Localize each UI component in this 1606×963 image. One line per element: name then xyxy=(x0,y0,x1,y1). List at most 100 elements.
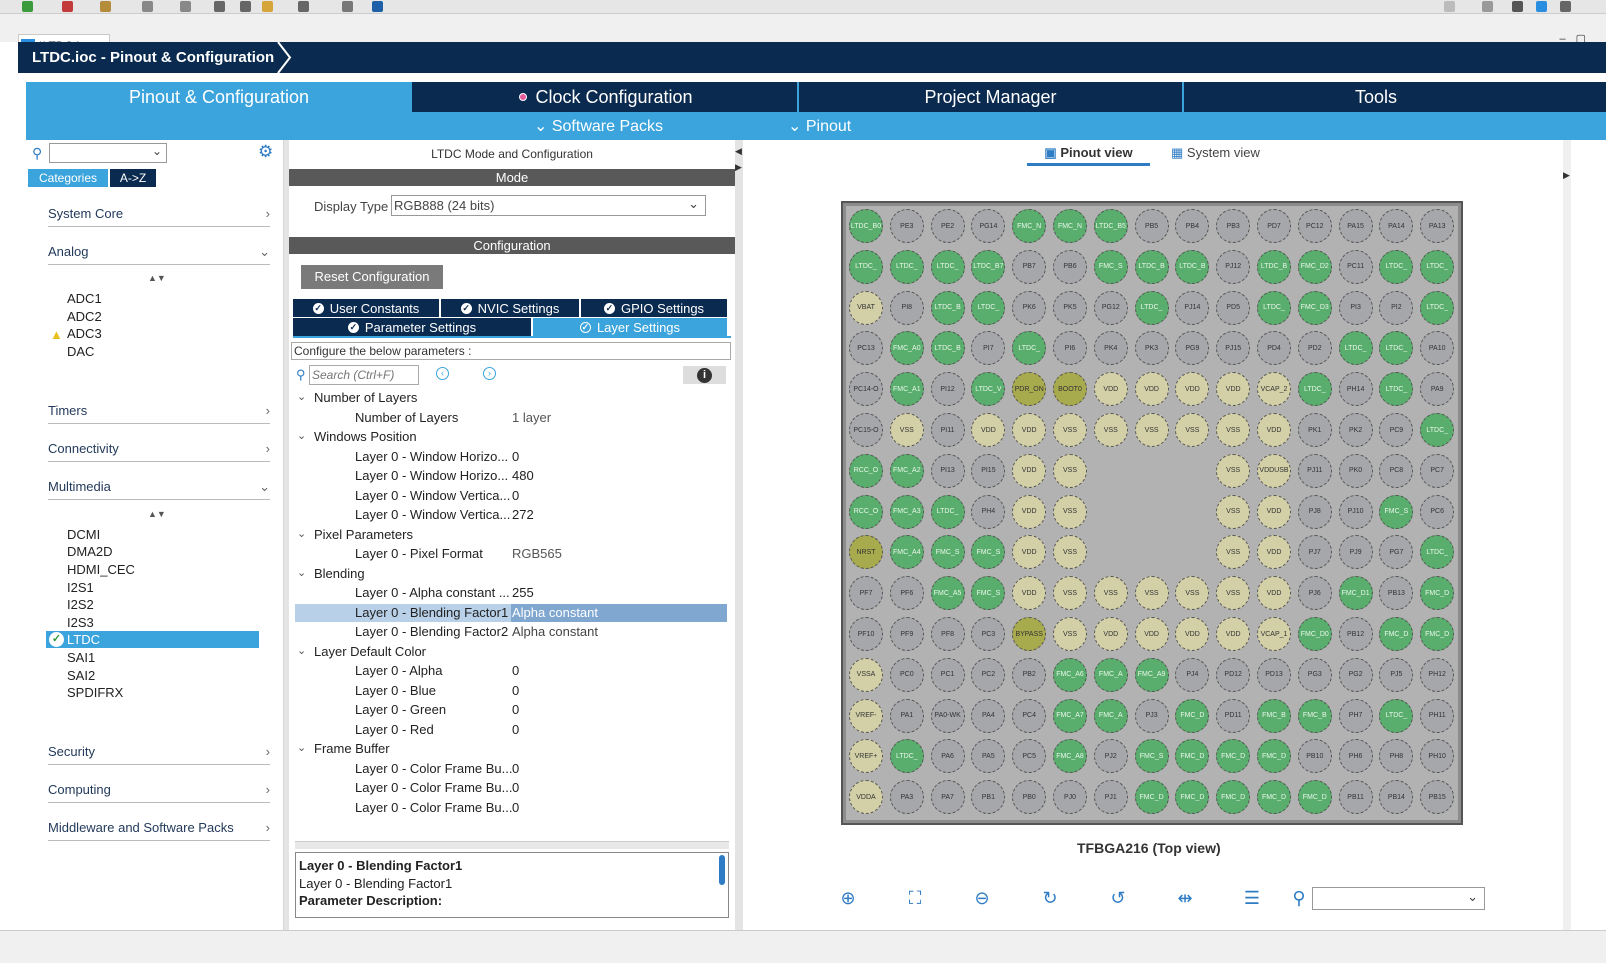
pin-pi7[interactable]: PI7 xyxy=(971,331,1006,366)
pin-fmc-n[interactable]: FMC_N xyxy=(1053,209,1087,243)
tree-row[interactable]: Layer 0 - Blue 0 xyxy=(289,683,729,701)
pin-vdd[interactable]: VDD xyxy=(1134,617,1169,651)
pin-pb7[interactable]: PB7 xyxy=(1012,249,1047,284)
pin-pk0[interactable]: PK0 xyxy=(1338,453,1373,488)
list-item-i2s3[interactable]: I2S3 xyxy=(67,615,94,630)
pin-rcc-o[interactable]: RCC_O xyxy=(849,453,883,488)
pin-fmc-d1[interactable]: FMC_D1 xyxy=(1338,576,1373,611)
pin-pc13[interactable]: PC13 xyxy=(849,331,883,366)
pin-ltdc-b[interactable]: LTDC_B xyxy=(1175,249,1210,284)
pin-pa15[interactable]: PA15 xyxy=(1338,209,1373,243)
list-item-dma2d[interactable]: DMA2D xyxy=(67,544,113,559)
pin-fmc-a8[interactable]: FMC_A8 xyxy=(1053,739,1087,774)
rotate-left-icon[interactable]: ↺ xyxy=(1110,888,1126,908)
tree-row[interactable]: Layer 0 - Alpha constant ... 255 xyxy=(289,585,729,603)
pin-pk1[interactable]: PK1 xyxy=(1297,413,1332,447)
list-item-spdifrx[interactable]: SPDIFRX xyxy=(67,685,124,700)
pin-pf10[interactable]: PF10 xyxy=(849,617,883,651)
tab-clock-configuration[interactable]: Clock Configuration xyxy=(414,82,798,112)
splitter[interactable] xyxy=(295,841,729,849)
pin-pd13[interactable]: PD13 xyxy=(1257,657,1291,692)
pin-pd7[interactable]: PD7 xyxy=(1257,209,1291,243)
pin-pa9[interactable]: PA9 xyxy=(1420,372,1455,407)
category-analog[interactable]: Analog ⌄ xyxy=(48,239,270,265)
tree-group[interactable]: ⌄ Blending xyxy=(289,566,729,584)
pin-vddusb[interactable]: VDDUSB xyxy=(1257,453,1291,488)
pin-pc15-o[interactable]: PC15-O xyxy=(849,413,883,447)
pin-vss[interactable]: VSS xyxy=(1216,453,1251,488)
pin-vdd[interactable]: VDD xyxy=(971,413,1006,447)
pin-ltdc-[interactable]: LTDC_ xyxy=(1379,331,1414,366)
pin-vss[interactable]: VSS xyxy=(1216,576,1251,611)
flip-horizontal-icon[interactable]: ⇹ xyxy=(1177,888,1193,908)
previous-edit-icon[interactable] xyxy=(262,1,273,12)
pin-ltdc-[interactable]: LTDC_ xyxy=(1420,290,1455,325)
tab-user-constants[interactable]: ✓ User Constants xyxy=(293,299,439,317)
pin-pe2[interactable]: PE2 xyxy=(930,209,965,243)
tab-nvic-settings[interactable]: ✓ NVIC Settings xyxy=(441,299,579,317)
tree-row[interactable]: Layer 0 - Red 0 xyxy=(289,722,729,740)
pin-pd5[interactable]: PD5 xyxy=(1216,290,1251,325)
pin-pc1[interactable]: PC1 xyxy=(930,657,965,692)
pin-pj15[interactable]: PJ15 xyxy=(1216,331,1251,366)
pin-fmc-d2[interactable]: FMC_D2 xyxy=(1297,249,1332,284)
collapse-right-icon[interactable]: ▶ xyxy=(1563,170,1570,180)
pin-pc2[interactable]: PC2 xyxy=(971,657,1006,692)
pin-fmc-a9[interactable]: FMC_A9 xyxy=(1134,657,1169,692)
pin-pc9[interactable]: PC9 xyxy=(1379,413,1414,447)
pin-pi15[interactable]: PI15 xyxy=(971,453,1006,488)
pin-ltdc-b[interactable]: LTDC_B xyxy=(1134,249,1169,284)
pin-pb13[interactable]: PB13 xyxy=(1379,576,1414,611)
pin-fmc-b[interactable]: FMC_B xyxy=(1257,698,1291,733)
pin-pg9[interactable]: PG9 xyxy=(1175,331,1210,366)
pin-pj4[interactable]: PJ4 xyxy=(1175,657,1210,692)
pin-vdd[interactable]: VDD xyxy=(1257,413,1291,447)
pin-vss[interactable]: VSS xyxy=(1175,413,1210,447)
pin-vss[interactable]: VSS xyxy=(1053,413,1087,447)
pin-pg3[interactable]: PG3 xyxy=(1297,657,1332,692)
pin-pc14-o[interactable]: PC14-O xyxy=(849,372,883,407)
pin-pd4[interactable]: PD4 xyxy=(1257,331,1291,366)
tree-row[interactable]: Layer 0 - Window Horizo... 480 xyxy=(289,468,729,486)
info-icon[interactable]: i xyxy=(683,366,726,384)
pin-vss[interactable]: VSS xyxy=(1053,494,1087,529)
pin-pi12[interactable]: PI12 xyxy=(930,372,965,407)
pin-pc4[interactable]: PC4 xyxy=(1012,698,1047,733)
pin-vdd[interactable]: VDD xyxy=(1257,576,1291,611)
tree-row[interactable]: Layer 0 - Window Vertica... 0 xyxy=(289,488,729,506)
pin-fmc-s[interactable]: FMC_S xyxy=(1379,494,1414,529)
search-icon[interactable] xyxy=(1444,1,1455,12)
zoom-in-icon[interactable]: ⊕ xyxy=(840,888,856,908)
pin-pc3[interactable]: PC3 xyxy=(971,617,1006,651)
rotate-right-icon[interactable]: ↻ xyxy=(1042,888,1058,908)
pin-pc12[interactable]: PC12 xyxy=(1297,209,1332,243)
tab-gpio-settings[interactable]: ✓ GPIO Settings xyxy=(581,299,727,317)
pin-ltdc-[interactable]: LTDC_ xyxy=(1420,535,1455,570)
pin-pa14[interactable]: PA14 xyxy=(1379,209,1414,243)
pin-fmc-s[interactable]: FMC_S xyxy=(1134,739,1169,774)
pin-pc0[interactable]: PC0 xyxy=(889,657,924,692)
pin-fmc-d[interactable]: FMC_D xyxy=(1216,739,1251,774)
info-icon[interactable] xyxy=(372,1,383,12)
tree-row[interactable]: Layer 0 - Color Frame Bu... 0 xyxy=(289,761,729,779)
pin-vbat[interactable]: VBAT xyxy=(849,290,883,325)
pin-pk6[interactable]: PK6 xyxy=(1012,290,1047,325)
pin-fmc-d[interactable]: FMC_D xyxy=(1134,780,1169,815)
pin-pb2[interactable]: PB2 xyxy=(1012,657,1047,692)
pin-fmc-s[interactable]: FMC_S xyxy=(1093,249,1128,284)
pin-fmc-a[interactable]: FMC_A xyxy=(1093,657,1128,692)
pin-nrst[interactable]: NRST xyxy=(849,535,883,570)
edit-icon[interactable] xyxy=(100,1,111,12)
pinout-menu[interactable]: ⌄ Pinout xyxy=(788,116,851,136)
list-item-sai2[interactable]: SAI2 xyxy=(67,668,96,683)
pin-fmc-n[interactable]: FMC_N xyxy=(1012,209,1047,243)
tab-layer-settings[interactable]: ✓ Layer Settings xyxy=(533,318,727,336)
zoom-out-icon[interactable]: ⊖ xyxy=(974,888,990,908)
pin-vss[interactable]: VSS xyxy=(1053,453,1087,488)
pin-pj5[interactable]: PJ5 xyxy=(1379,657,1414,692)
pin-fmc-a2[interactable]: FMC_A2 xyxy=(889,453,924,488)
pin-ltdc-b[interactable]: LTDC_B xyxy=(930,331,965,366)
pin-vss[interactable]: VSS xyxy=(1216,494,1251,529)
pin-pj9[interactable]: PJ9 xyxy=(1338,535,1373,570)
pin-bypass[interactable]: BYPASS xyxy=(1012,617,1047,651)
